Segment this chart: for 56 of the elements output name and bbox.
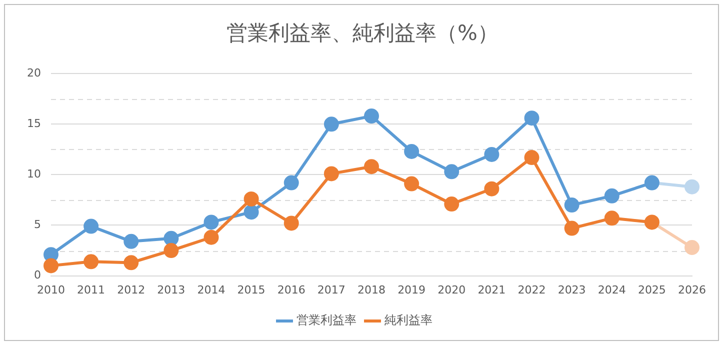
point [124, 255, 139, 270]
x-tick-label: 2019 [398, 283, 426, 296]
point [324, 166, 339, 182]
x-tick-label: 2012 [117, 283, 146, 296]
x-tick-label: 2017 [317, 283, 346, 296]
point [404, 144, 420, 159]
x-tick-label: 2014 [197, 283, 226, 296]
x-tick-label: 2018 [358, 283, 386, 296]
x-tick-label: 2023 [558, 283, 586, 296]
point [124, 234, 139, 249]
point [444, 164, 460, 180]
point [164, 230, 179, 246]
point [684, 240, 700, 255]
y-tick-label: 0 [34, 268, 41, 282]
x-tick-label: 2011 [77, 283, 106, 296]
x-tick-label: 2021 [478, 283, 506, 296]
point [204, 214, 219, 230]
point [84, 254, 99, 270]
x-tick-label: 2013 [157, 283, 186, 296]
point [564, 198, 580, 213]
x-tick-label: 2025 [638, 283, 666, 296]
point [484, 181, 500, 196]
point [284, 216, 299, 231]
x-tick-label: 2010 [36, 283, 65, 296]
point [404, 176, 420, 192]
point [364, 108, 379, 124]
y-tick-label: 10 [26, 168, 41, 181]
point [84, 218, 99, 234]
point [564, 220, 580, 236]
point [524, 110, 540, 126]
x-tick-label: 2016 [277, 283, 306, 296]
y-tick-label: 20 [26, 66, 41, 80]
point [244, 191, 259, 206]
x-tick-label: 2026 [678, 283, 706, 296]
point [524, 150, 540, 166]
point [604, 188, 620, 204]
point [484, 146, 500, 162]
point [204, 230, 219, 245]
point [244, 204, 259, 220]
x-tick-label: 2024 [598, 283, 626, 296]
point [684, 179, 700, 194]
x-tick-label: 2022 [518, 283, 546, 296]
point [43, 258, 58, 274]
legend-label: 純利益率 [384, 313, 432, 328]
point [444, 196, 460, 212]
x-tick-label: 2015 [237, 283, 266, 296]
point [604, 210, 620, 226]
legend-label: 営業利益率 [296, 313, 356, 328]
point [164, 243, 179, 258]
y-tick-label: 15 [26, 117, 41, 130]
point [364, 159, 379, 174]
chart-title: 営業利益率、純利益率（%） [226, 20, 500, 47]
point [324, 116, 339, 132]
x-tick-label: 2020 [438, 283, 466, 296]
point [284, 175, 299, 190]
y-tick-label: 5 [34, 218, 41, 232]
